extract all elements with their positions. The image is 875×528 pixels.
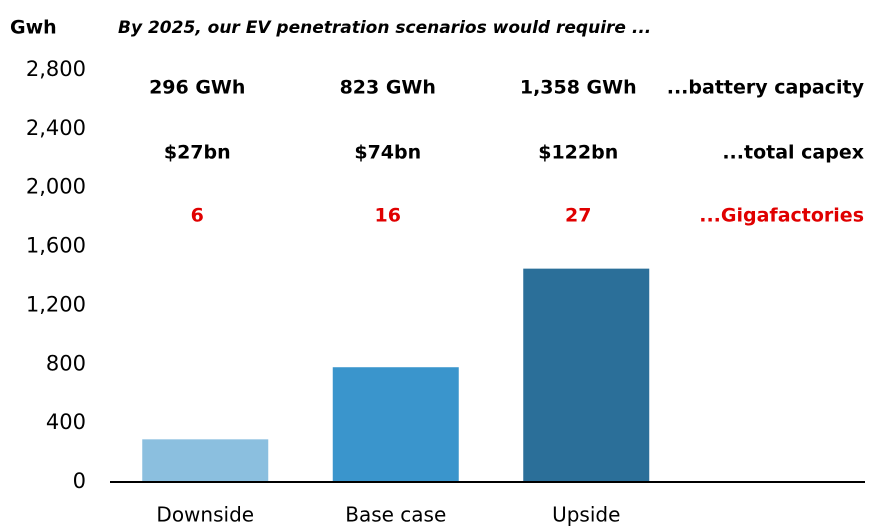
x-tick-label: Upside xyxy=(552,503,620,527)
annotation-value: 16 xyxy=(375,205,401,227)
annotation-row-label: ...total capex xyxy=(722,142,864,164)
y-tick-label: 1,600 xyxy=(26,234,86,258)
x-tick-label: Base case xyxy=(345,503,446,527)
annotation-value: $27bn xyxy=(164,142,231,164)
x-tick-label: Downside xyxy=(156,503,254,527)
annotation-value: $122bn xyxy=(538,142,618,164)
y-axis-label: Gwh xyxy=(10,17,57,39)
y-tick-label: 2,000 xyxy=(26,175,86,199)
y-tick-label: 2,400 xyxy=(26,116,86,140)
annotation-value: 1,358 GWh xyxy=(520,77,637,99)
annotation-value: $74bn xyxy=(354,142,421,164)
chart-title: By 2025, our EV penetration scenarios wo… xyxy=(118,18,651,38)
y-tick-label: 1,200 xyxy=(26,292,86,316)
annotation-value: 296 GWh xyxy=(149,77,245,99)
y-tick-label: 0 xyxy=(73,469,86,493)
y-tick-label: 400 xyxy=(46,410,86,434)
annotation-row-label: ...Gigafactories xyxy=(699,205,864,227)
y-tick-label: 2,800 xyxy=(26,57,86,81)
bar xyxy=(523,268,650,482)
annotation-value: 27 xyxy=(565,205,591,227)
bar xyxy=(142,439,269,482)
annotation-value: 6 xyxy=(191,205,204,227)
annotation-row-label: ...battery capacity xyxy=(667,77,865,99)
bar xyxy=(332,367,459,482)
y-tick-label: 800 xyxy=(46,351,86,375)
annotation-value: 823 GWh xyxy=(340,77,436,99)
